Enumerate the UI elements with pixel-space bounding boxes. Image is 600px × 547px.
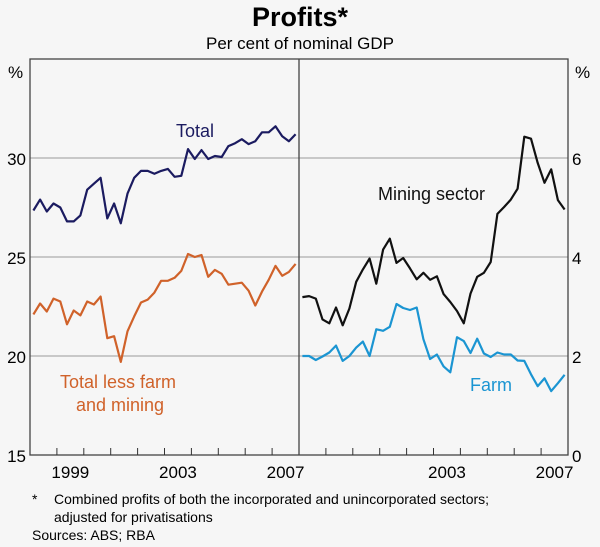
chart-subtitle: Per cent of nominal GDP [205, 34, 395, 53]
series-line-farm [302, 302, 566, 393]
footnote-text: Combined profits of both the incorporate… [54, 491, 490, 507]
footnote-text-2: adjusted for privatisations [54, 509, 213, 525]
y-tick-label: 6 [572, 150, 581, 169]
x-tick-label: 2007 [267, 463, 305, 482]
plot-frame [29, 58, 569, 456]
y-tick-label: 20 [7, 348, 26, 367]
x-tick-label: 2007 [536, 463, 574, 482]
y-tick-label: 25 [7, 249, 26, 268]
chart-title: Profits* [251, 2, 349, 32]
series-line-mining-sector [302, 135, 566, 327]
series-line-total-less-farm-and-mining [32, 252, 297, 363]
y-tick-label: 0 [572, 447, 581, 466]
label-total-less-2: and mining [76, 395, 164, 415]
x-tick-label: 2003 [428, 463, 466, 482]
footnote-marker: * [32, 491, 38, 507]
series-labels: Total Total less farm and mining Mining … [60, 121, 512, 415]
x-tick-label: 1999 [51, 463, 89, 482]
y-unit-label: % [575, 63, 590, 82]
gridlines [30, 157, 568, 357]
series-line-total [32, 125, 297, 225]
y-tick-label: 4 [572, 249, 581, 268]
sources: Sources: ABS; RBA [32, 527, 155, 543]
y-unit-label: % [8, 63, 23, 82]
x-tick-label: 2003 [159, 463, 197, 482]
label-total-less-1: Total less farm [60, 372, 176, 392]
label-mining: Mining sector [378, 184, 485, 204]
label-total: Total [176, 121, 214, 141]
y-tick-label: 15 [7, 447, 26, 466]
label-farm: Farm [470, 375, 512, 395]
x-ticks [56, 448, 542, 455]
series-lines [32, 125, 566, 393]
y-tick-label: 30 [7, 150, 26, 169]
y-tick-label: 2 [572, 348, 581, 367]
